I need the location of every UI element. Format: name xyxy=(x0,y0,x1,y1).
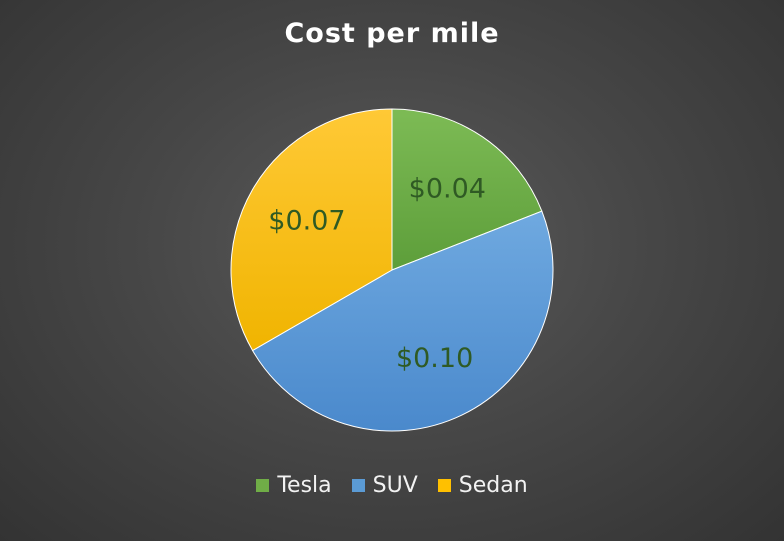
legend-label: SUV xyxy=(372,473,418,498)
legend-item-sedan: Sedan xyxy=(437,473,528,498)
legend-label: Sedan xyxy=(458,473,528,498)
legend-label: Tesla xyxy=(277,473,332,498)
chart-title: Cost per mile xyxy=(284,18,500,49)
pie-slice-sedan xyxy=(230,108,393,352)
legend: Tesla SUV Sedan xyxy=(0,473,784,498)
data-label-tesla: $0.04 xyxy=(409,173,486,204)
pie-slice-suv xyxy=(251,210,554,432)
legend-item-tesla: Tesla xyxy=(256,473,332,498)
legend-swatch xyxy=(256,479,270,492)
legend-swatch xyxy=(437,479,451,492)
legend-swatch xyxy=(351,479,365,492)
pie-slice-tesla xyxy=(391,108,543,271)
data-label-sedan: $0.07 xyxy=(268,205,345,236)
legend-item-suv: SUV xyxy=(351,473,418,498)
data-label-suv: $0.10 xyxy=(396,343,473,374)
